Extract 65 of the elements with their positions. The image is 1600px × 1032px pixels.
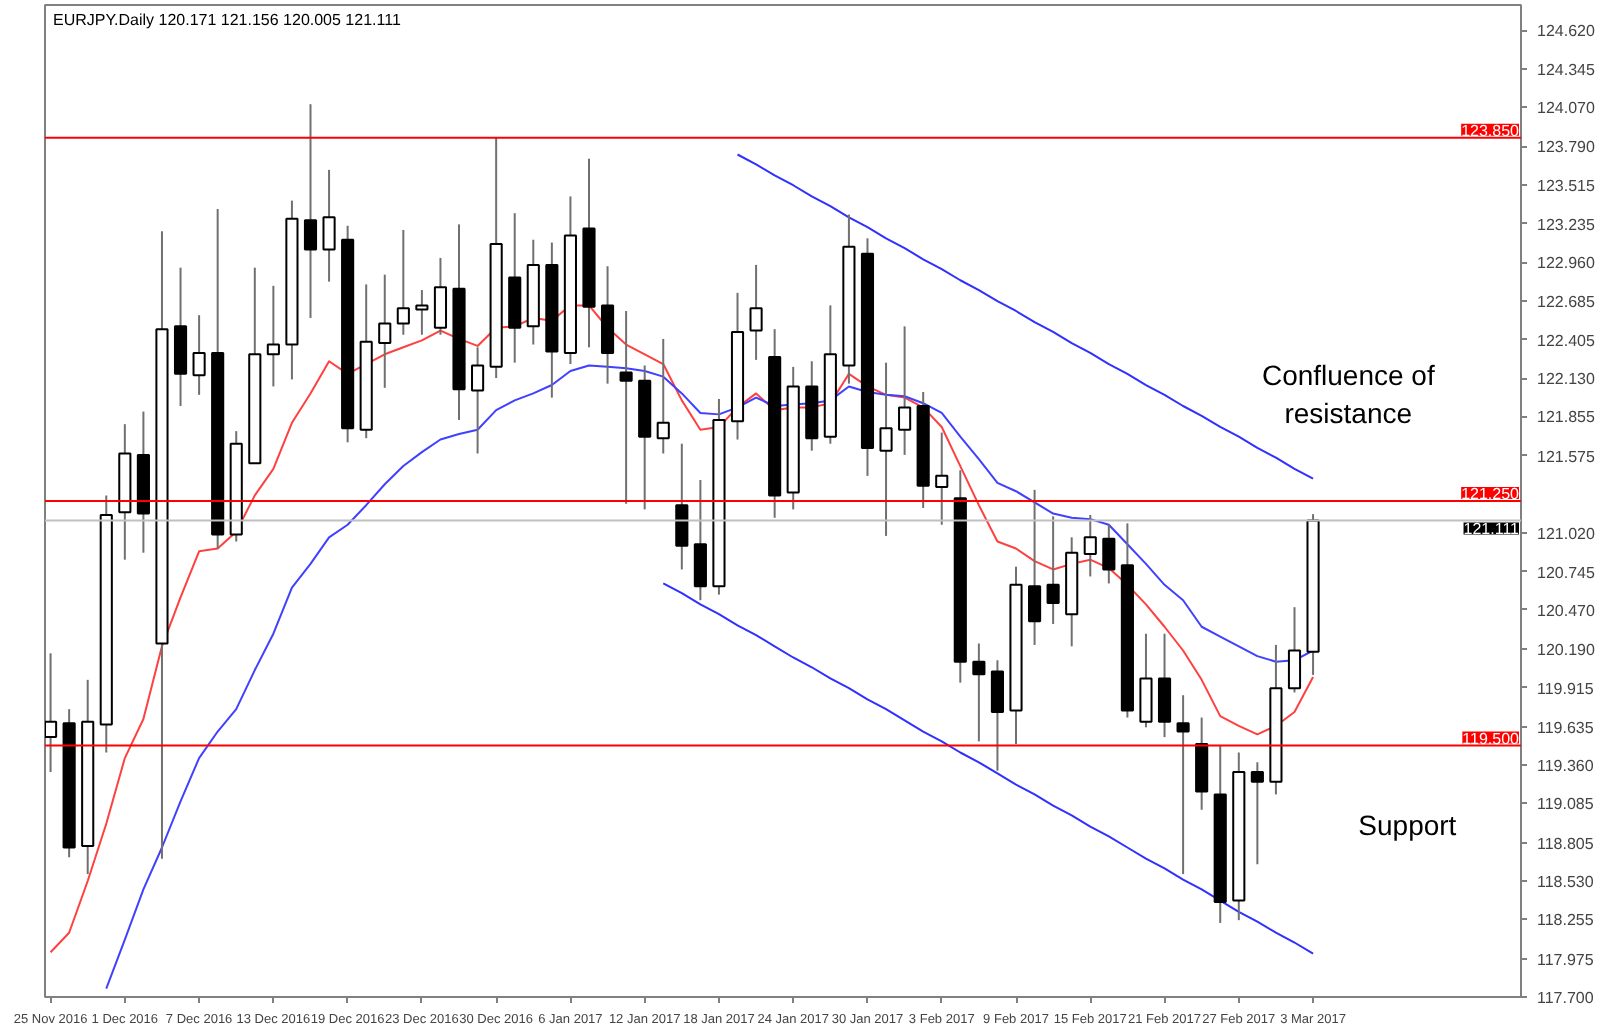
candlestick: [1287, 606, 1302, 694]
y-tick-label: 121.855: [1537, 408, 1596, 427]
text: Support: [1358, 809, 1457, 842]
y-tick-label: 119.085: [1537, 795, 1595, 814]
candlestick: [656, 337, 670, 455]
y-tick-label: 119.915: [1537, 679, 1595, 698]
y-tick-label: 124.620: [1537, 22, 1596, 41]
ref-line-label: 121.250: [1461, 485, 1521, 503]
candlestick: [303, 103, 318, 319]
y-tick-label: 123.235: [1537, 215, 1596, 234]
ref-line-label: 119.500: [1462, 729, 1521, 748]
candlestick: [1028, 488, 1042, 646]
y-tick-label: 120.745: [1537, 563, 1596, 582]
candlestick: [1139, 632, 1153, 729]
ref-line-label: 123.850: [1461, 121, 1521, 140]
y-tick-label: 122.405: [1537, 331, 1596, 350]
y-tick-label: 124.070: [1537, 98, 1596, 117]
candlestick: [173, 266, 188, 407]
y-tick-label: 120.190: [1537, 641, 1596, 660]
y-tick-label: 123.790: [1537, 138, 1596, 157]
candlestick: [396, 228, 410, 336]
y-tick-label: 122.685: [1537, 292, 1596, 311]
y-tick-label: 119.635: [1537, 718, 1595, 737]
ref-line-label: 121.111: [1463, 520, 1521, 539]
candlestick: [433, 256, 448, 336]
candlestick: [322, 168, 336, 283]
y-tick-label: 121.575: [1537, 447, 1596, 466]
candlestick: [1195, 716, 1209, 811]
candlestick: [1102, 523, 1116, 585]
candlestick: [1083, 513, 1097, 578]
y-tick-label: 117.700: [1537, 989, 1595, 1007]
candlestick: [1046, 515, 1060, 625]
y-tick-label: 118.530: [1537, 873, 1595, 892]
y-tick-label: 120.470: [1537, 601, 1596, 620]
candlestick: [600, 265, 615, 385]
candlestick: [471, 346, 485, 455]
y-tick-label: 121.020: [1537, 525, 1596, 544]
line-series: [662, 582, 1315, 955]
annotation: Confluence of resistance: [1261, 358, 1435, 430]
chart-title: EURJPY.Daily 120.171 121.156 120.005 121.111: [53, 11, 402, 29]
candlestick: [898, 325, 912, 456]
candlestick: [935, 431, 949, 526]
y-tick-label: 122.960: [1537, 254, 1596, 273]
candlestick: [1250, 761, 1264, 866]
candlestick: [972, 642, 986, 743]
y-tick-label: 118.805: [1537, 834, 1595, 853]
candlestick: [415, 289, 429, 336]
candlestick: [749, 263, 763, 361]
candlestick: [879, 361, 893, 537]
y-tick-label: 122.130: [1537, 370, 1596, 389]
candlestick: [45, 652, 58, 774]
candlestick: [192, 314, 206, 396]
y-tick-label: 123.515: [1537, 176, 1596, 195]
candlestick: [1176, 694, 1190, 876]
y-tick-label: 124.345: [1537, 60, 1596, 79]
candlestick: [693, 479, 707, 602]
candlestick: [378, 273, 392, 389]
y-tick-label: 119.360: [1537, 757, 1595, 776]
y-tick-label: 118.255: [1537, 911, 1595, 930]
candlestick: [675, 442, 689, 571]
y-tick-label: 117.975: [1537, 950, 1595, 969]
candlestick: [266, 284, 280, 388]
candlestick: [1157, 632, 1172, 739]
candlestick: [990, 659, 1005, 772]
candlestick: [619, 309, 633, 505]
